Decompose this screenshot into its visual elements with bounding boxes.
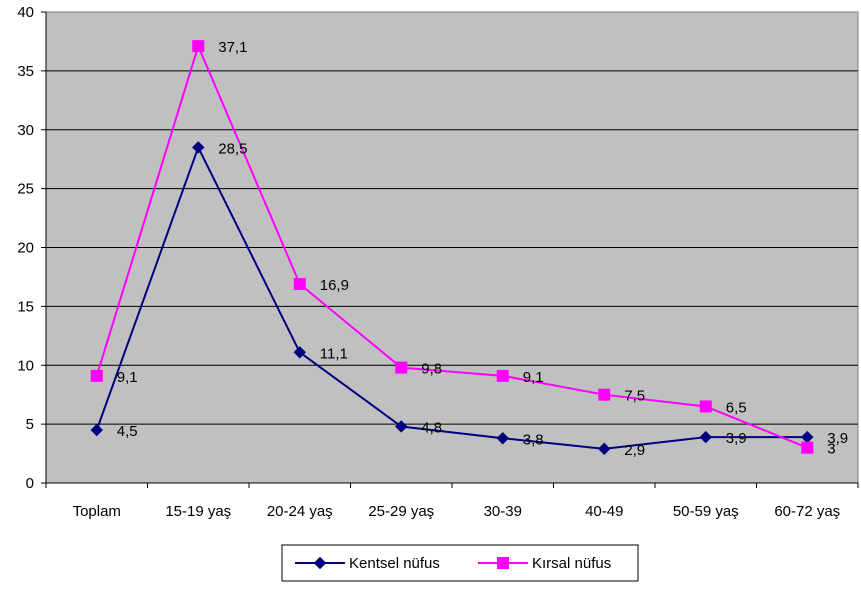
data-point [293,278,306,291]
x-tick-label: 30-39 [484,503,522,520]
y-tick-label: 10 [17,357,34,374]
legend-marker [497,557,509,569]
data-point [699,400,712,413]
data-point [395,420,408,433]
y-tick-label: 5 [26,416,34,433]
legend: Kentsel nüfus Kırsal nüfus [281,544,639,582]
y-tick-label: 40 [17,4,34,21]
data-point [496,369,509,382]
data-labels: 4,5 28,5 11,1 4,8 3,8 2,9 3,9 3,9 9,1 37,1 16,9 9,8… [117,39,848,459]
x-axis-ticks: Toplam 15-19 yaş 20-24 yaş 25-29 yaş 30-39 40… [45,483,859,520]
y-tick-label: 30 [17,122,34,139]
data-point [598,442,611,456]
data-label: 4,8 [421,419,442,436]
legend-label: Kentsel nüfus [349,555,440,572]
series-line [95,144,808,450]
data-point [192,40,205,53]
data-point [90,423,103,437]
data-label: 3,9 [827,430,848,447]
y-axis-ticks: 0 5 10 15 20 25 30 35 40 [17,4,46,492]
data-point [395,361,408,374]
data-label: 28,5 [218,140,247,157]
legend-marker [313,556,327,570]
x-tick-label: 15-19 yaş [165,503,231,520]
gridlines [46,70,858,425]
data-label: 4,5 [117,423,138,440]
x-tick-label: 60-72 yaş [774,503,840,520]
series-group [90,40,814,456]
y-tick-label: 0 [26,475,34,492]
data-label: 11,1 [320,345,348,362]
data-label: 3,9 [726,430,747,447]
x-tick-label: 25-29 yaş [368,503,434,520]
data-label: 3,8 [523,431,544,448]
data-point [496,432,509,445]
data-point [90,369,103,382]
x-tick-label: Toplam [73,503,121,520]
data-point [801,441,814,454]
y-tick-label: 20 [17,240,34,257]
y-tick-label: 25 [17,181,34,198]
x-tick-label: 20-24 yaş [267,503,333,520]
data-label: 37,1 [218,39,247,56]
y-tick-label: 35 [17,63,34,80]
series-line [95,43,808,449]
data-point [192,141,205,154]
data-label: 6,5 [726,399,747,416]
data-label: 9,8 [421,361,442,378]
data-point [598,388,611,401]
legend-label: Kırsal nüfus [532,555,611,572]
y-tick-label: 15 [17,298,34,315]
data-label: 9,1 [117,369,138,386]
data-point [293,346,306,359]
data-label: 3 [827,441,835,458]
data-label: 16,9 [320,277,349,294]
data-point [699,430,712,444]
x-tick-label: 50-59 yaş [673,503,739,520]
data-label: 7,5 [624,388,645,405]
data-label: 9,1 [523,369,544,386]
data-label: 2,9 [624,442,645,459]
x-tick-label: 40-49 [585,503,623,520]
